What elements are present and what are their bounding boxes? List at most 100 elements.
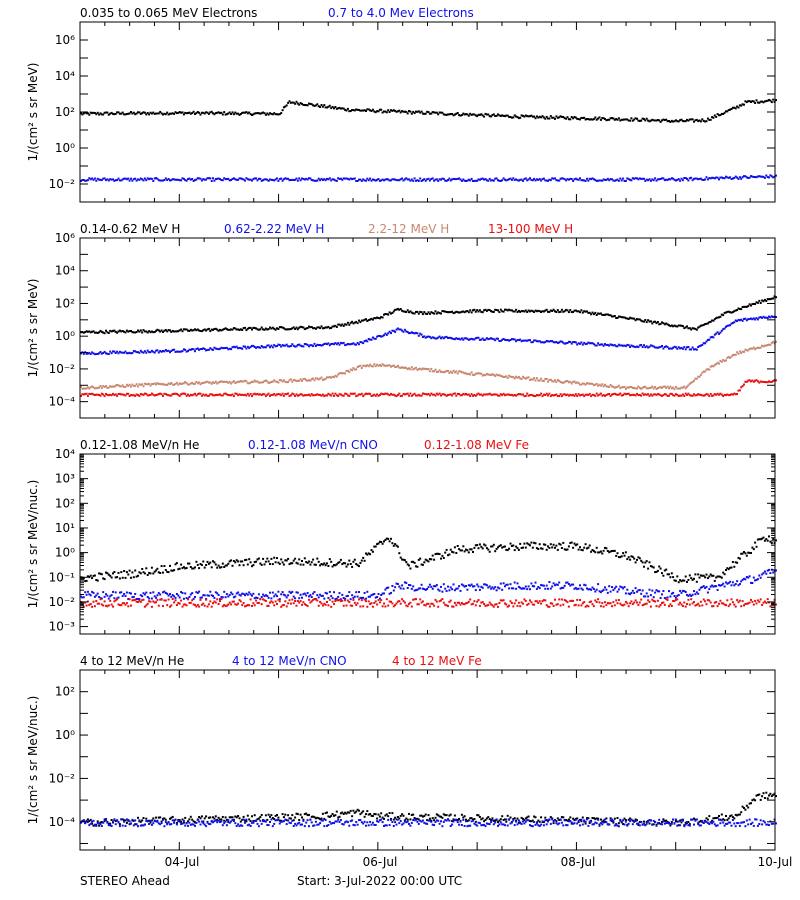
data-point [522,114,524,117]
data-point [209,600,212,603]
data-point [520,378,523,380]
data-point [491,337,494,340]
data-point [590,382,593,385]
data-point [295,326,298,329]
data-point [249,113,252,116]
data-point [576,178,579,181]
data-point [81,179,84,181]
data-point [452,177,455,180]
data-point [661,593,663,596]
data-point [296,344,299,346]
data-point [401,584,404,587]
data-point [502,582,505,585]
data-point [206,328,209,331]
data-point [245,604,248,607]
data-point [426,110,429,113]
data-point [390,537,392,540]
data-point [508,587,511,590]
data-point [356,108,359,111]
data-point [174,563,177,566]
data-point [583,179,586,182]
data-point [209,393,212,396]
data-point [365,318,367,321]
data-point [266,595,269,597]
data-point [622,604,625,607]
data-point [683,346,686,349]
data-point [666,323,669,326]
data-point [219,598,221,601]
data-point [327,178,330,181]
data-point [535,547,538,550]
data-point [572,380,575,383]
data-point [516,179,519,182]
data-point [477,547,480,550]
data-point [458,177,461,180]
data-point [584,584,587,587]
data-point [556,395,559,397]
data-point [203,381,206,384]
data-point [274,178,277,181]
data-point [477,336,480,339]
data-point [756,599,759,602]
data-point [438,553,441,556]
data-point [442,583,445,586]
data-point [736,580,739,583]
data-point [117,330,120,333]
data-point [82,112,85,115]
data-point [128,569,131,572]
data-point [705,120,708,123]
data-point [139,594,142,597]
data-point [345,177,348,180]
data-point [734,319,737,322]
data-point [210,180,213,182]
data-point [371,336,374,339]
series-blue [80,315,777,356]
data-point [652,345,655,348]
data-point [207,594,210,597]
data-point [413,367,416,370]
data-point [306,592,309,594]
data-point [750,347,752,350]
data-point [413,177,416,180]
data-point [366,553,369,556]
data-point [351,369,354,372]
data-point [488,550,491,553]
data-point [558,598,561,601]
data-point [661,345,663,347]
data-point [107,179,110,182]
data-point [316,103,319,106]
data-point [352,598,355,601]
data-point [676,598,679,601]
data-point [492,543,495,546]
data-point [573,587,576,590]
data-point [224,347,227,349]
data-point [125,571,128,574]
data-point [558,581,561,584]
data-point [185,328,188,331]
data-point [453,311,456,314]
data-point [296,562,299,565]
data-point [121,351,124,354]
data-point [245,592,248,595]
data-point [737,352,740,355]
data-point [196,382,199,385]
data-point [296,394,299,397]
panel-1: 0.035 to 0.065 MeV Electrons 0.7 to 4.0 M… [26,6,777,203]
data-point [408,311,410,314]
data-point [152,383,155,385]
data-point [187,383,189,386]
data-point [435,552,438,555]
data-point [112,350,114,353]
data-point [641,589,644,592]
data-point [281,344,284,347]
data-point [88,576,91,579]
data-point [559,310,562,313]
data-point [695,394,698,397]
data-point [337,323,340,326]
data-point [173,112,176,115]
data-point [163,599,166,602]
data-point [674,596,677,599]
data-point [392,178,395,181]
data-point [80,394,82,397]
data-point [702,179,705,181]
